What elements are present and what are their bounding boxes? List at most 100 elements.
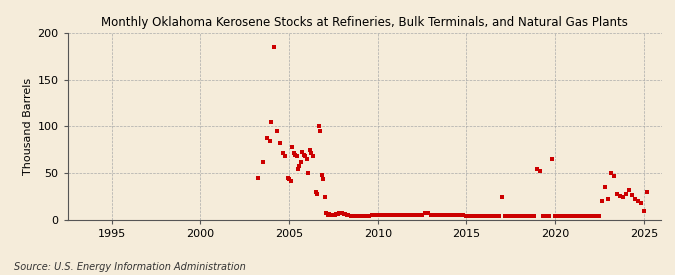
Point [285, 178, 296, 183]
Point [479, 214, 489, 218]
Point [508, 214, 519, 218]
Point [378, 213, 389, 218]
Point [532, 166, 543, 171]
Point [371, 213, 382, 218]
Point [437, 213, 448, 218]
Y-axis label: Thousand Barrels: Thousand Barrels [23, 78, 33, 175]
Point [423, 210, 433, 215]
Point [443, 213, 454, 218]
Point [502, 214, 513, 218]
Point [582, 214, 593, 218]
Point [358, 214, 369, 218]
Point [313, 124, 324, 129]
Point [353, 214, 364, 218]
Point [272, 129, 283, 133]
Point [416, 213, 427, 218]
Point [429, 213, 439, 218]
Point [262, 136, 273, 140]
Point [635, 201, 646, 205]
Point [570, 214, 581, 218]
Point [624, 188, 634, 192]
Point [275, 141, 286, 145]
Point [331, 212, 342, 217]
Point [556, 214, 566, 218]
Point [266, 120, 277, 124]
Point [352, 214, 362, 218]
Point [377, 213, 387, 218]
Point [458, 213, 469, 218]
Point [302, 157, 313, 161]
Point [322, 213, 333, 218]
Point [641, 190, 652, 194]
Point [310, 190, 321, 194]
Point [576, 214, 587, 218]
Point [369, 213, 380, 218]
Point [426, 213, 437, 218]
Point [318, 177, 329, 181]
Point [327, 213, 338, 218]
Point [292, 166, 303, 171]
Point [325, 213, 336, 218]
Point [278, 150, 289, 155]
Point [591, 214, 602, 218]
Point [297, 150, 308, 154]
Point [374, 213, 385, 218]
Point [411, 213, 422, 218]
Point [632, 199, 643, 204]
Point [464, 214, 475, 218]
Point [298, 152, 309, 157]
Point [385, 213, 396, 218]
Point [630, 197, 641, 202]
Point [384, 213, 395, 218]
Point [449, 213, 460, 218]
Point [573, 214, 584, 218]
Point [323, 212, 334, 217]
Point [535, 169, 546, 174]
Point [562, 214, 572, 218]
Point [296, 160, 306, 164]
Point [282, 176, 293, 180]
Point [618, 194, 628, 199]
Point [333, 212, 344, 217]
Point [334, 211, 345, 216]
Point [585, 214, 596, 218]
Point [467, 214, 478, 218]
Point [431, 213, 442, 218]
Point [470, 214, 481, 218]
Point [455, 213, 466, 218]
Point [306, 150, 317, 155]
Point [639, 208, 649, 213]
Point [328, 213, 339, 218]
Point [520, 214, 531, 218]
Point [579, 214, 590, 218]
Point [529, 214, 540, 218]
Point [316, 173, 327, 177]
Point [482, 214, 493, 218]
Point [568, 214, 578, 218]
Point [279, 154, 290, 159]
Point [294, 164, 305, 168]
Point [500, 214, 510, 218]
Point [356, 214, 367, 218]
Point [615, 194, 626, 198]
Point [329, 213, 340, 218]
Point [594, 214, 605, 218]
Point [620, 192, 631, 196]
Point [300, 154, 311, 159]
Point [337, 211, 348, 216]
Point [342, 213, 352, 218]
Point [440, 213, 451, 218]
Point [367, 213, 377, 218]
Point [414, 213, 425, 218]
Point [600, 185, 611, 189]
Point [284, 177, 294, 181]
Point [291, 154, 302, 159]
Point [364, 214, 375, 218]
Point [307, 154, 318, 159]
Title: Monthly Oklahoma Kerosene Stocks at Refineries, Bulk Terminals, and Natural Gas : Monthly Oklahoma Kerosene Stocks at Refi… [101, 16, 628, 29]
Point [375, 213, 386, 218]
Point [338, 212, 349, 217]
Point [461, 214, 472, 218]
Point [389, 213, 400, 218]
Point [609, 174, 620, 178]
